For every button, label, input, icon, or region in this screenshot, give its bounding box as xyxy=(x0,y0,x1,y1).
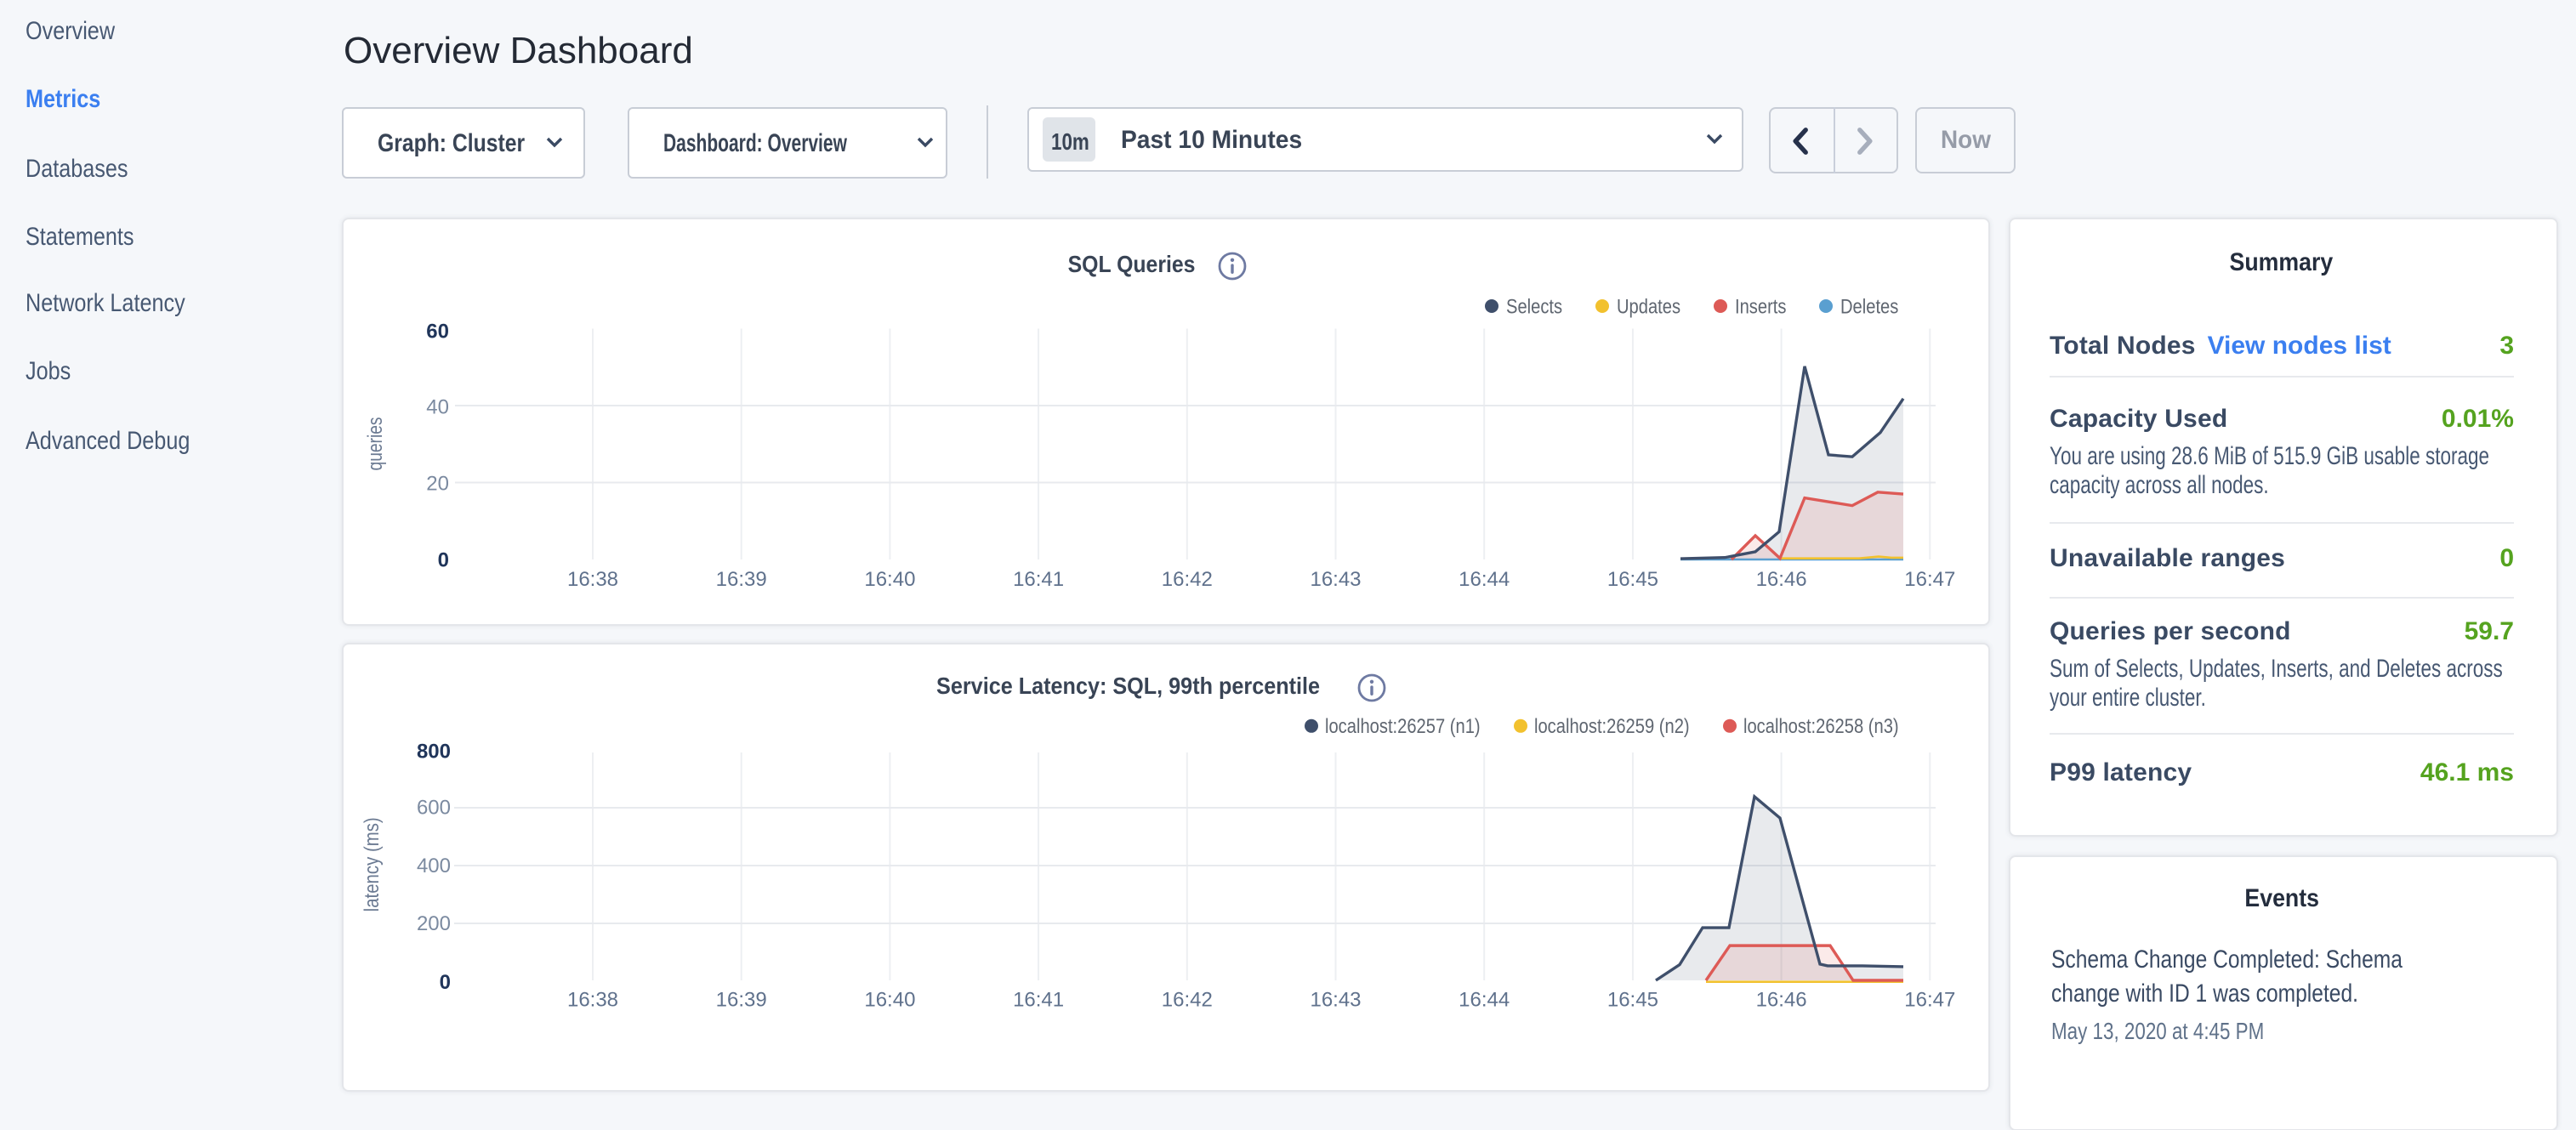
svg-text:16:42: 16:42 xyxy=(1162,568,1213,591)
svg-text:16:46: 16:46 xyxy=(1756,568,1807,591)
svg-text:16:38: 16:38 xyxy=(567,568,618,591)
svg-text:16:44: 16:44 xyxy=(1459,989,1510,1012)
svg-text:16:39: 16:39 xyxy=(716,568,767,591)
svg-text:0: 0 xyxy=(440,971,451,994)
svg-text:60: 60 xyxy=(426,321,449,344)
svg-text:Updates: Updates xyxy=(1617,295,1680,318)
svg-text:localhost:26257 (n1): localhost:26257 (n1) xyxy=(1325,715,1481,738)
svg-text:40: 40 xyxy=(426,396,449,419)
svg-text:16:44: 16:44 xyxy=(1459,568,1510,591)
svg-text:200: 200 xyxy=(417,912,451,935)
svg-text:16:41: 16:41 xyxy=(1013,568,1064,591)
svg-text:20: 20 xyxy=(426,473,449,496)
svg-text:Deletes: Deletes xyxy=(1840,295,1898,318)
svg-text:16:43: 16:43 xyxy=(1310,568,1361,591)
svg-text:localhost:26259 (n2): localhost:26259 (n2) xyxy=(1534,715,1690,738)
svg-text:16:39: 16:39 xyxy=(716,989,767,1012)
svg-text:16:42: 16:42 xyxy=(1162,989,1213,1012)
svg-text:16:47: 16:47 xyxy=(1904,568,1955,591)
svg-text:16:45: 16:45 xyxy=(1607,989,1658,1012)
svg-text:queries: queries xyxy=(363,417,387,470)
svg-text:16:47: 16:47 xyxy=(1904,989,1955,1012)
svg-text:600: 600 xyxy=(417,797,451,820)
svg-text:16:41: 16:41 xyxy=(1013,989,1064,1012)
svg-text:16:40: 16:40 xyxy=(864,989,915,1012)
svg-text:16:45: 16:45 xyxy=(1607,568,1658,591)
svg-text:latency (ms): latency (ms) xyxy=(360,817,383,911)
svg-text:Inserts: Inserts xyxy=(1735,295,1786,318)
svg-text:16:38: 16:38 xyxy=(567,989,618,1012)
svg-text:800: 800 xyxy=(417,740,451,763)
svg-text:16:46: 16:46 xyxy=(1756,989,1807,1012)
svg-text:400: 400 xyxy=(417,855,451,877)
svg-text:localhost:26258 (n3): localhost:26258 (n3) xyxy=(1743,715,1899,738)
svg-text:16:40: 16:40 xyxy=(864,568,915,591)
svg-text:Selects: Selects xyxy=(1506,295,1562,318)
svg-text:0: 0 xyxy=(438,549,449,572)
svg-text:16:43: 16:43 xyxy=(1310,989,1361,1012)
